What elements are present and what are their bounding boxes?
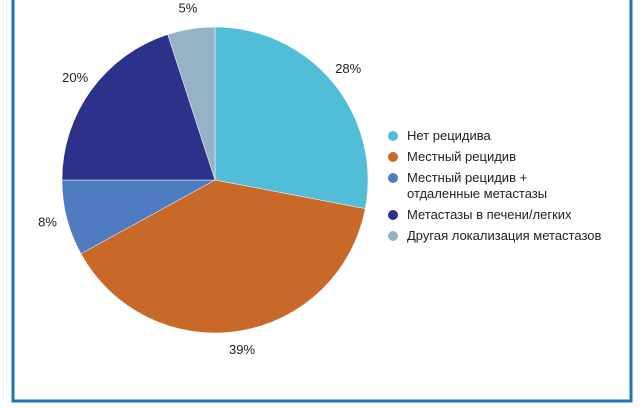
legend-label: Местный рецидив + отдаленные метастазы: [407, 170, 548, 201]
legend-label: Метастазы в печени/легких: [407, 207, 572, 222]
legend-swatch: [388, 210, 398, 220]
pie-slice: [214, 26, 369, 209]
data-label: 39%: [229, 342, 255, 357]
data-label: 20%: [62, 70, 88, 85]
data-label: 5%: [179, 1, 198, 16]
legend-swatch: [388, 131, 398, 141]
legend-label: Нет рецидива: [407, 128, 491, 143]
pie-slice: [167, 26, 216, 181]
legend-item: Другая локализация метастазов: [388, 228, 601, 244]
frame: [11, 0, 633, 403]
data-label: 8%: [38, 214, 57, 229]
legend-label: Другая локализация метастазов: [407, 228, 602, 243]
legend-item: Метастазы в печени/легких: [388, 207, 601, 223]
legend-item: Местный рецидив: [388, 149, 601, 165]
legend-label: Местный рецидив: [407, 149, 516, 164]
legend-swatch: [388, 231, 398, 241]
data-label: 28%: [335, 61, 361, 76]
pie-slice: [80, 179, 366, 334]
pie-slice: [61, 34, 216, 181]
legend-item: Местный рецидив + отдаленные метастазы: [388, 170, 601, 202]
legend-item: Нет рецидива: [388, 128, 601, 144]
legend: Нет рецидива Местный рецидив Местный рецид…: [388, 128, 601, 249]
legend-swatch: [388, 152, 398, 162]
legend-swatch: [388, 173, 398, 183]
